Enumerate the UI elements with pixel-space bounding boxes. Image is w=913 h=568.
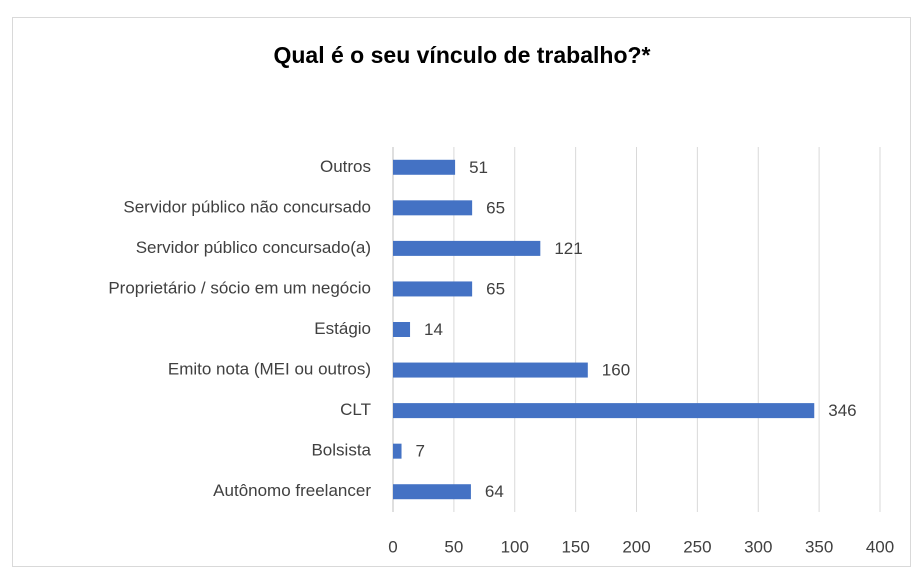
x-tick-label: 300 [744,537,772,556]
bar [393,443,402,459]
bar [393,281,473,297]
bar [393,403,815,419]
bar [393,200,473,216]
bar [393,159,456,175]
x-tick-label: 350 [805,537,833,556]
value-label: 51 [469,158,488,177]
bar [393,322,411,337]
x-tick-label: 0 [388,537,397,556]
bar [393,362,588,378]
x-tick-label: 100 [501,537,529,556]
value-label: 346 [828,401,856,420]
bar [393,240,541,256]
x-tick-label: 50 [444,537,463,556]
x-tick-label: 250 [683,537,711,556]
value-label: 160 [602,361,630,380]
x-tick-label: 200 [622,537,650,556]
y-tick-label: Outros [320,157,371,176]
y-tick-label: Autônomo freelancer [213,481,371,500]
x-tick-label: 150 [561,537,589,556]
y-tick-label: Estágio [314,319,371,338]
value-label: 65 [486,198,505,217]
y-tick-label: Proprietário / sócio em um negócio [108,278,371,297]
value-label: 121 [554,239,582,258]
y-tick-label: Servidor público não concursado [123,197,371,216]
y-tick-label: Servidor público concursado(a) [136,238,371,257]
y-tick-label: CLT [340,400,371,419]
value-label: 64 [485,482,504,501]
chart-title: Qual é o seu vínculo de trabalho?* [273,42,650,68]
y-tick-label: Bolsista [311,441,371,460]
y-tick-label: Emito nota (MEI ou outros) [168,360,371,379]
x-tick-label: 400 [866,537,894,556]
value-label: 14 [424,320,443,339]
bar [393,484,471,500]
value-label: 7 [416,442,425,461]
value-label: 65 [486,279,505,298]
